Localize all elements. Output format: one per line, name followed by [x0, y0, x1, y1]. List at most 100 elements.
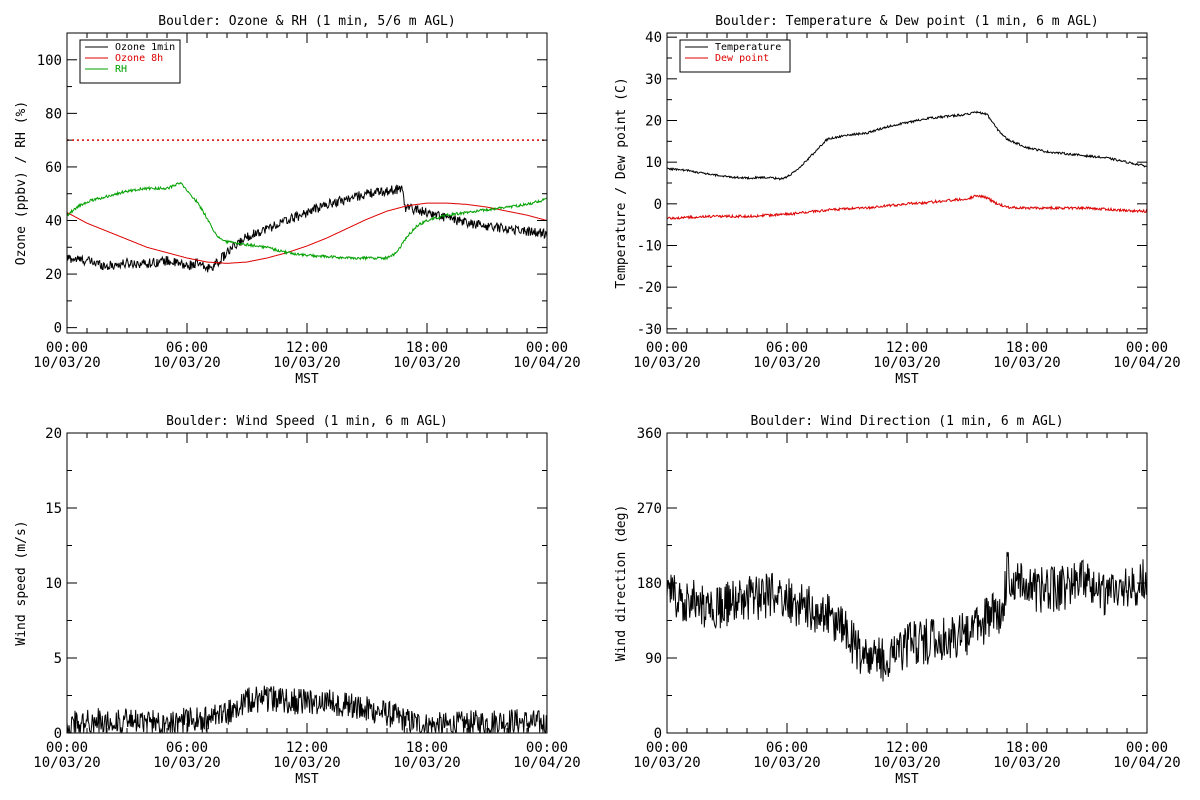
y-tick-label: -20 — [637, 280, 662, 296]
x-tick-date: 10/04/20 — [513, 755, 580, 771]
y-tick-label: 0 — [54, 726, 62, 742]
series-line-2 — [667, 194, 1147, 220]
x-tick-time: 18:00 — [406, 740, 448, 756]
legend-label: Ozone 8h — [115, 53, 163, 64]
x-tick-date: 10/04/20 — [513, 355, 580, 371]
y-tick-label: 270 — [637, 501, 662, 517]
legend-label: Ozone 1min — [115, 42, 175, 53]
x-tick-time: 12:00 — [286, 740, 328, 756]
series-group — [67, 181, 547, 273]
x-tick-time: 00:00 — [646, 740, 688, 756]
y-tick-label: 60 — [45, 160, 62, 176]
legend-label: Temperature — [715, 42, 781, 53]
chart-panel-3: Boulder: Wind Speed (1 min, 6 m AGL) 0 5 10… — [14, 414, 581, 787]
series-line-1 — [667, 551, 1147, 682]
x-tick-date: 10/03/20 — [393, 355, 460, 371]
series-line-3 — [67, 181, 547, 262]
x-tick-time: 00:00 — [46, 340, 88, 356]
y-tick-label: 40 — [645, 30, 662, 46]
x-axis-label: MST — [295, 372, 319, 387]
plot-frame — [666, 32, 1148, 334]
y-tick-label: 360 — [637, 426, 662, 442]
plot-frame — [66, 432, 548, 734]
x-tick-time: 00:00 — [1126, 740, 1168, 756]
y-tick-label: 5 — [54, 651, 62, 667]
x-tick-time: 00:00 — [526, 340, 568, 356]
series-line-2 — [67, 202, 547, 264]
y-tick-label: 20 — [645, 114, 662, 130]
x-tick-date: 10/03/20 — [993, 755, 1060, 771]
chart-panel-1: Boulder: Ozone & RH (1 min, 5/6 m AGL) 0 2… — [14, 14, 581, 387]
x-tick-date: 10/03/20 — [993, 355, 1060, 371]
legend-label: Dew point — [715, 53, 769, 64]
series-group — [667, 110, 1147, 220]
x-tick-date: 10/03/20 — [153, 355, 220, 371]
x-axis-label: MST — [895, 372, 919, 387]
series-line-1 — [667, 110, 1147, 181]
y-tick-label: 80 — [45, 106, 62, 122]
y-axis-label: Temperature / Dew point (C) — [614, 77, 629, 288]
series-group — [667, 551, 1147, 682]
x-tick-date: 10/03/20 — [753, 355, 820, 371]
x-tick-time: 06:00 — [766, 740, 808, 756]
x-axis-label: MST — [895, 772, 919, 787]
y-tick-label: 0 — [54, 321, 62, 337]
x-tick-time: 18:00 — [1006, 340, 1048, 356]
y-tick-label: -10 — [637, 239, 662, 255]
x-tick-date: 10/04/20 — [1113, 755, 1180, 771]
x-tick-time: 12:00 — [886, 340, 928, 356]
y-tick-label: 40 — [45, 214, 62, 230]
x-axis-label: MST — [295, 772, 319, 787]
x-tick-time: 00:00 — [646, 340, 688, 356]
y-tick-label: 180 — [637, 576, 662, 592]
x-tick-date: 10/03/20 — [753, 755, 820, 771]
y-tick-label: -30 — [637, 322, 662, 338]
x-tick-date: 10/03/20 — [633, 355, 700, 371]
chart-title: Boulder: Wind Direction (1 min, 6 m AGL) — [750, 414, 1063, 429]
y-tick-label: 0 — [654, 197, 662, 213]
x-tick-time: 00:00 — [46, 740, 88, 756]
y-axis-label: Wind direction (deg) — [614, 505, 629, 662]
y-tick-label: 10 — [645, 155, 662, 171]
chart-title: Boulder: Wind Speed (1 min, 6 m AGL) — [166, 414, 448, 429]
x-tick-date: 10/03/20 — [393, 755, 460, 771]
x-tick-time: 06:00 — [166, 340, 208, 356]
x-tick-date: 10/03/20 — [33, 355, 100, 371]
x-tick-date: 10/03/20 — [33, 755, 100, 771]
series-line-1 — [67, 184, 547, 273]
x-tick-time: 12:00 — [286, 340, 328, 356]
y-tick-label: 10 — [45, 576, 62, 592]
x-tick-time: 12:00 — [886, 740, 928, 756]
x-tick-date: 10/03/20 — [633, 755, 700, 771]
x-tick-date: 10/03/20 — [273, 755, 340, 771]
y-axis-label: Wind speed (m/s) — [14, 520, 29, 645]
x-tick-date: 10/03/20 — [273, 355, 340, 371]
y-tick-label: 15 — [45, 501, 62, 517]
y-tick-label: 20 — [45, 426, 62, 442]
x-tick-date: 10/04/20 — [1113, 355, 1180, 371]
y-tick-label: 30 — [645, 72, 662, 88]
chart-panel-2: Boulder: Temperature & Dew point (1 min,… — [614, 14, 1181, 387]
chart-title: Boulder: Ozone & RH (1 min, 5/6 m AGL) — [158, 14, 455, 29]
x-tick-time: 00:00 — [1126, 340, 1168, 356]
y-tick-label: 90 — [645, 651, 662, 667]
chart-panel-4: Boulder: Wind Direction (1 min, 6 m AGL)… — [614, 414, 1181, 787]
x-tick-time: 06:00 — [766, 340, 808, 356]
x-tick-time: 00:00 — [526, 740, 568, 756]
legend-label: RH — [115, 64, 127, 75]
x-tick-time: 18:00 — [406, 340, 448, 356]
x-tick-date: 10/03/20 — [873, 355, 940, 371]
y-axis-label: Ozone (ppbv) / RH (%) — [14, 101, 29, 265]
x-tick-date: 10/03/20 — [153, 755, 220, 771]
legend-box — [679, 39, 791, 73]
y-tick-label: 20 — [45, 267, 62, 283]
x-tick-time: 18:00 — [1006, 740, 1048, 756]
y-tick-label: 0 — [654, 726, 662, 742]
x-tick-time: 06:00 — [166, 740, 208, 756]
y-tick-label: 100 — [37, 53, 62, 69]
chart-title: Boulder: Temperature & Dew point (1 min,… — [715, 14, 1099, 29]
x-tick-date: 10/03/20 — [873, 755, 940, 771]
